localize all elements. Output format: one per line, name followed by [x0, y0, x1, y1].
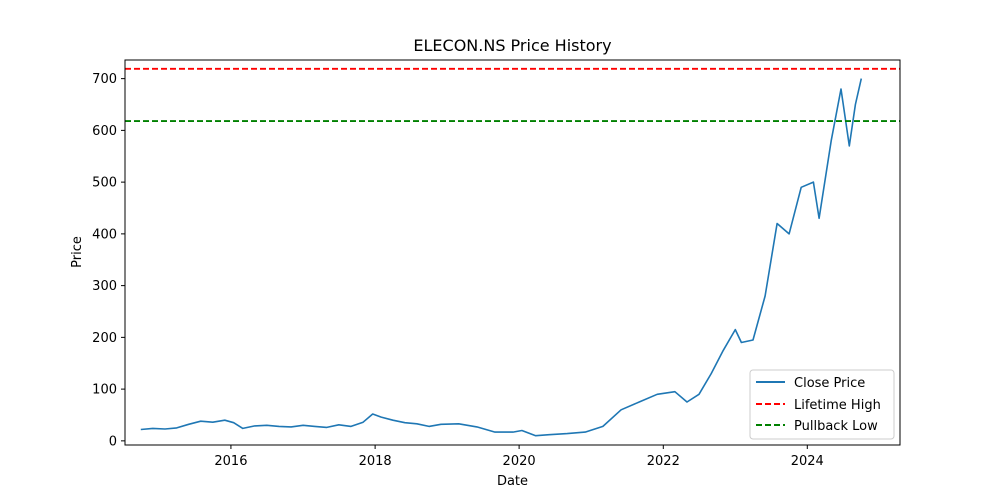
x-tick-label: 2016 [214, 454, 247, 469]
x-tick-label: 2018 [359, 454, 392, 469]
y-tick-label: 600 [92, 124, 117, 139]
x-tick-label: 2024 [791, 454, 824, 469]
legend-label-lifetime-high: Lifetime High [794, 398, 881, 413]
y-axis-label: Price [70, 236, 85, 268]
chart-title: ELECON.NS Price History [413, 36, 611, 55]
axes-frame [124, 59, 901, 446]
x-tick-label: 2020 [503, 454, 536, 469]
legend: Close Price Lifetime High Pullback Low [749, 369, 895, 440]
y-tick-label: 500 [92, 176, 117, 191]
y-tick-label: 300 [92, 279, 117, 294]
x-axis-label: Date [497, 474, 528, 489]
x-tick-label: 2022 [647, 454, 680, 469]
y-tick-label: 400 [92, 227, 117, 242]
plot-area [124, 59, 901, 446]
y-tick-label: 0 [109, 434, 117, 449]
legend-label-pullback-low: Pullback Low [794, 419, 878, 434]
series-line-close-price [140, 78, 863, 437]
x-axis-ticks: 2016 2018 2020 2022 2024 [214, 445, 824, 469]
legend-label-close-price: Close Price [794, 376, 865, 391]
y-tick-label: 100 [92, 383, 117, 398]
y-tick-label: 700 [92, 72, 117, 87]
legend-box [749, 369, 895, 440]
y-axis-ticks: 0 100 200 300 400 500 600 700 [92, 72, 125, 449]
y-tick-label: 200 [92, 331, 117, 346]
series-layer [125, 67, 900, 437]
